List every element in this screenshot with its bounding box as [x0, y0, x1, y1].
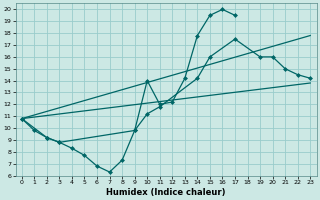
X-axis label: Humidex (Indice chaleur): Humidex (Indice chaleur)	[106, 188, 226, 197]
